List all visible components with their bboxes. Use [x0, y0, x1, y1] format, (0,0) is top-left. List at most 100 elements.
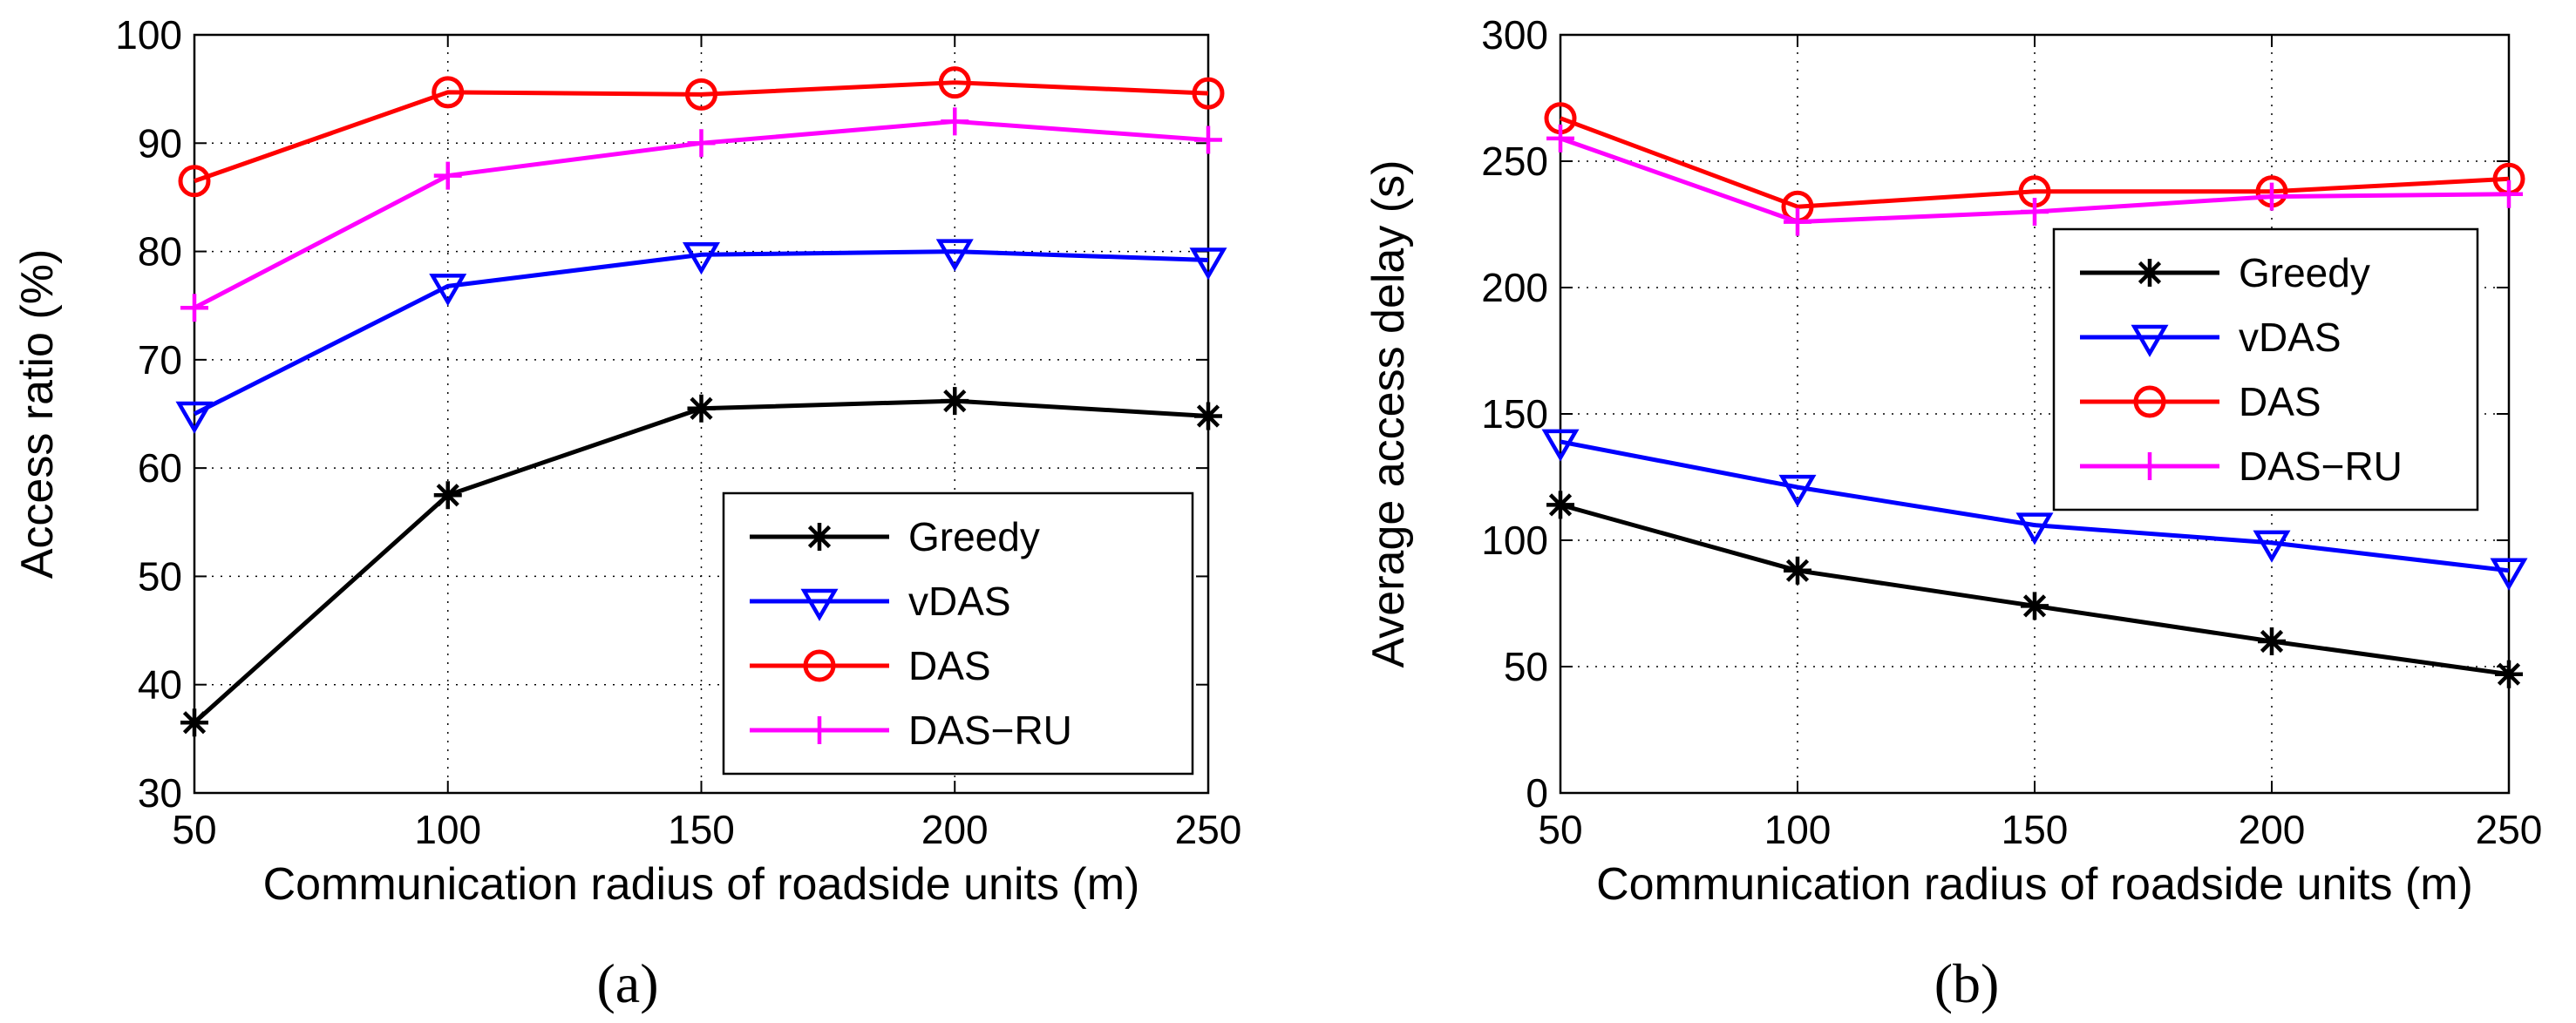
data-point — [1784, 556, 1811, 585]
data-point — [1194, 125, 1222, 154]
series-das-ru — [180, 107, 1222, 322]
data-point — [432, 76, 465, 109]
y-tick-label: 100 — [1481, 518, 1548, 563]
y-axis-label: Access ratio (%) — [12, 249, 63, 579]
legend-label: DAS−RU — [908, 708, 1072, 753]
legend-marker — [2133, 385, 2166, 418]
series-line — [1560, 439, 2510, 573]
panel-label: (b) — [1934, 952, 2000, 1014]
series-line — [193, 249, 1209, 417]
data-point — [2495, 660, 2523, 688]
data-point — [685, 78, 717, 111]
series-das — [178, 66, 1225, 198]
data-point — [2495, 180, 2523, 208]
y-tick-label: 250 — [1481, 139, 1548, 184]
data-point — [938, 66, 971, 99]
y-tick-label: 0 — [1526, 770, 1548, 816]
data-point — [941, 387, 969, 416]
series-line — [194, 80, 1209, 184]
y-tick-label: 300 — [1481, 12, 1548, 58]
legend-marker — [2131, 324, 2169, 357]
data-point — [2253, 530, 2291, 563]
x-tick-label: 150 — [2002, 807, 2069, 852]
y-axis-label: Average access delay (s) — [1363, 160, 1414, 668]
data-point — [2258, 182, 2286, 211]
x-tick-label: 200 — [2239, 807, 2306, 852]
series-greedy — [1546, 491, 2523, 688]
series-vdas — [175, 239, 1227, 434]
legend-label: Greedy — [2239, 250, 2370, 295]
chart-panel-b: 50 100 150 200 250050100150200250300Communic… — [1363, 12, 2542, 1014]
data-point — [180, 294, 208, 322]
data-point — [941, 107, 969, 136]
y-tick-label: 50 — [138, 553, 182, 599]
legend-marker — [800, 588, 839, 621]
legend: Greedy vDAS DAS DAS−RU — [2052, 227, 2479, 512]
y-tick-label: 60 — [138, 445, 182, 491]
data-point — [687, 129, 716, 158]
series-line — [1560, 116, 2510, 209]
series-vdas — [1541, 429, 2528, 591]
data-point — [180, 708, 208, 737]
x-axis-label: Communication radius of roadside units (… — [263, 859, 1140, 910]
y-tick-label: 50 — [1504, 644, 1548, 689]
x-tick-label: 150 — [668, 807, 735, 852]
data-point — [1784, 207, 1811, 236]
x-axis-label: Communication radius of roadside units (… — [1596, 859, 2473, 910]
data-point — [2021, 198, 2049, 226]
data-point — [175, 401, 214, 434]
data-point — [1194, 402, 1222, 430]
x-tick-label: 250 — [1175, 807, 1242, 852]
legend-marker — [805, 716, 833, 744]
legend-marker — [803, 649, 836, 682]
data-point — [1192, 77, 1225, 110]
legend: Greedy vDAS DAS DAS−RU — [722, 491, 1194, 776]
series-das-ru — [1546, 124, 2523, 236]
data-point — [682, 242, 721, 275]
data-point — [2490, 558, 2528, 591]
panel-label: (a) — [596, 952, 658, 1014]
data-point — [687, 394, 716, 423]
legend-label: vDAS — [2239, 315, 2342, 360]
y-tick-label: 150 — [1481, 391, 1548, 437]
legend-label: Greedy — [908, 514, 1040, 559]
legend-label: DAS — [908, 643, 991, 688]
y-tick-label: 200 — [1481, 265, 1548, 310]
x-tick-label: 250 — [2476, 807, 2543, 852]
legend-label: DAS−RU — [2239, 444, 2403, 489]
data-point — [1778, 474, 1817, 507]
legend-marker — [2136, 452, 2164, 480]
legend-label: vDAS — [908, 579, 1011, 624]
chart-panel-a: 50 100 150 200 250 30 40 50 60 70 80 90 100 Communica… — [12, 12, 1241, 1014]
data-point — [178, 165, 211, 198]
data-point — [2015, 512, 2054, 545]
data-point — [2021, 592, 2049, 620]
series-greedy — [180, 387, 1222, 737]
series-line — [1560, 502, 2510, 677]
legend-box — [2052, 227, 2479, 512]
data-point — [433, 481, 462, 510]
data-point — [1189, 247, 1227, 281]
y-tick-label: 70 — [138, 337, 182, 383]
data-point — [935, 239, 974, 272]
data-point — [1546, 491, 1574, 519]
y-tick-label: 100 — [115, 12, 182, 58]
legend-box — [722, 491, 1194, 776]
x-tick-label: 50 — [1538, 807, 1582, 852]
y-tick-label: 30 — [138, 770, 182, 816]
y-tick-label: 80 — [138, 229, 182, 274]
x-tick-label: 100 — [414, 807, 481, 852]
data-point — [1546, 124, 1574, 152]
x-tick-label: 50 — [172, 807, 216, 852]
x-tick-label: 100 — [1764, 807, 1832, 852]
data-point — [429, 274, 467, 307]
data-point — [1541, 429, 1580, 462]
x-tick-label: 200 — [921, 807, 989, 852]
y-tick-label: 40 — [138, 662, 182, 708]
legend-marker — [805, 523, 833, 551]
legend-marker — [2136, 259, 2164, 287]
data-point — [2258, 627, 2286, 655]
y-tick-label: 90 — [138, 120, 182, 166]
legend-label: DAS — [2239, 379, 2321, 424]
